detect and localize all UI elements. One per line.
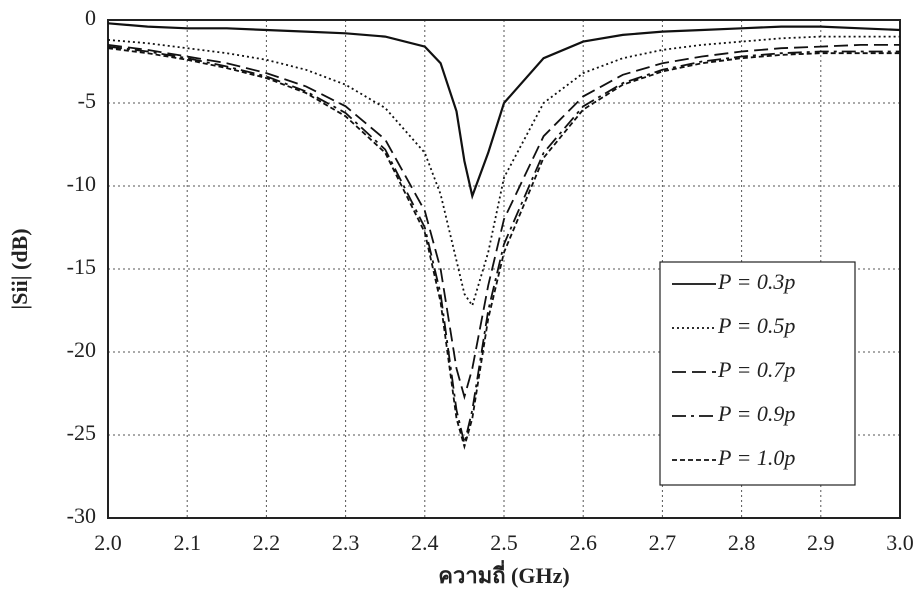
y-tick-label: -20 [67,337,96,362]
x-tick-label: 2.2 [253,530,281,555]
x-tick-label: 2.8 [728,530,756,555]
y-tick-label: -5 [78,88,96,113]
line-series [107,44,900,401]
line-series [107,22,901,200]
x-tick-label: 2.6 [569,530,597,555]
legend-label: P = 1.0p [717,445,795,470]
x-tick-label: 2.7 [649,530,677,555]
x-tick-label: 2.1 [173,530,201,555]
legend-label: P = 0.9p [717,401,795,426]
plot-frame [107,19,901,519]
x-tick-label: 3.0 [886,530,914,555]
y-axis-title: |Sii| (dB) [7,228,32,309]
y-tick-label: -30 [67,503,96,528]
legend-label: P = 0.7p [717,357,795,382]
legend-label: P = 0.5p [717,313,795,338]
x-tick-label: 2.5 [490,530,518,555]
x-tick-label: 2.9 [807,530,835,555]
y-tick-label: -25 [67,420,96,445]
x-tick-label: 2.4 [411,530,439,555]
legend-label: P = 0.3p [717,269,795,294]
y-tick-label: 0 [85,5,96,30]
x-tick-label: 2.0 [94,530,122,555]
y-tick-label: -10 [67,171,96,196]
line-series [107,47,900,450]
y-tick-label: -15 [67,254,96,279]
x-axis-title: ความถี่ (GHz) [438,559,569,588]
x-tick-label: 2.3 [332,530,360,555]
line-series [107,45,900,444]
legend-box [659,261,856,486]
